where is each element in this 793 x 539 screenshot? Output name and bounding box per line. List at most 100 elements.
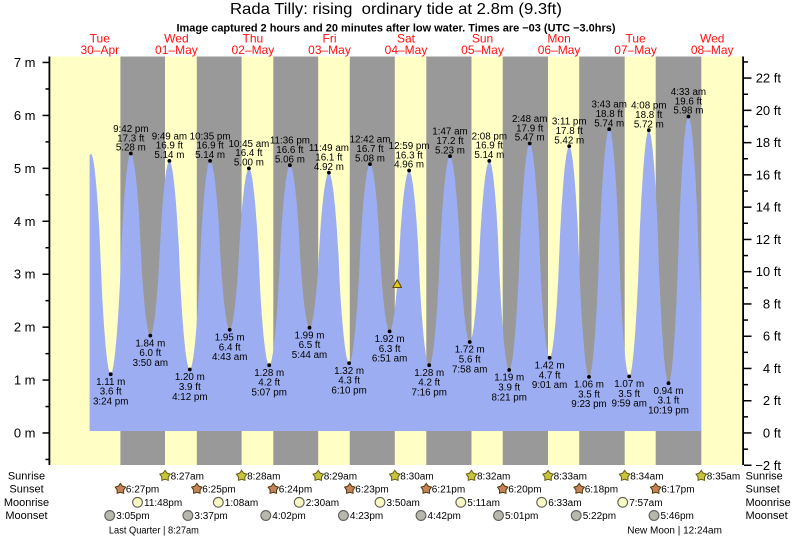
svg-text:Rada Tilly: rising ordinary t: Rada Tilly: rising ordinary tide at 2.8m… — [230, 1, 562, 18]
svg-text:8:29am: 8:29am — [324, 472, 357, 483]
svg-text:1.07 m: 1.07 m — [614, 379, 644, 390]
svg-text:5.74 m: 5.74 m — [594, 118, 624, 129]
svg-text:05–May: 05–May — [461, 43, 504, 57]
svg-text:04–May: 04–May — [385, 43, 428, 57]
svg-text:22 ft: 22 ft — [756, 71, 782, 86]
svg-text:11:48pm: 11:48pm — [144, 498, 182, 509]
svg-text:3:50am: 3:50am — [387, 498, 420, 509]
svg-text:Mon: Mon — [547, 31, 570, 45]
svg-text:16.1 ft: 16.1 ft — [315, 152, 343, 163]
svg-text:1.20 m: 1.20 m — [175, 372, 205, 383]
svg-text:4:43 am: 4:43 am — [212, 352, 247, 363]
svg-text:17.8 ft: 17.8 ft — [556, 126, 584, 137]
svg-text:5.14 m: 5.14 m — [195, 150, 225, 161]
svg-text:16.6 ft: 16.6 ft — [276, 145, 304, 156]
svg-text:1.92 m: 1.92 m — [375, 334, 405, 345]
svg-text:01–May: 01–May — [155, 43, 198, 57]
svg-text:5.47 m: 5.47 m — [515, 133, 545, 144]
svg-text:Moonset: Moonset — [5, 510, 47, 522]
svg-text:4.96 m: 4.96 m — [394, 160, 424, 171]
svg-text:5:07 pm: 5:07 pm — [251, 388, 286, 399]
svg-text:3.9 ft: 3.9 ft — [179, 382, 201, 393]
svg-text:Sunrise: Sunrise — [746, 471, 783, 483]
svg-text:6:18pm: 6:18pm — [585, 485, 618, 496]
svg-text:4.3 ft: 4.3 ft — [338, 376, 360, 387]
svg-text:30–Apr: 30–Apr — [80, 43, 119, 57]
svg-text:Image captured 2 hours and 20: Image captured 2 hours and 20 minutes af… — [177, 22, 616, 34]
svg-text:Tue: Tue — [90, 31, 111, 45]
svg-text:20 ft: 20 ft — [756, 103, 782, 118]
svg-text:Moonset: Moonset — [746, 510, 788, 522]
svg-text:16.7 ft: 16.7 ft — [356, 144, 384, 155]
svg-text:4:12 pm: 4:12 pm — [172, 392, 207, 403]
svg-text:16.9 ft: 16.9 ft — [476, 141, 504, 152]
svg-text:5.14 m: 5.14 m — [474, 150, 504, 161]
svg-text:Sat: Sat — [397, 31, 416, 45]
svg-text:0 ft: 0 ft — [763, 426, 781, 441]
svg-text:14 ft: 14 ft — [756, 200, 782, 215]
svg-text:6.3 ft: 6.3 ft — [379, 344, 401, 355]
svg-text:2:48 am: 2:48 am — [512, 114, 547, 125]
svg-text:4:42pm: 4:42pm — [428, 511, 461, 522]
svg-text:16.4 ft: 16.4 ft — [235, 148, 263, 159]
svg-text:1.11 m: 1.11 m — [96, 377, 125, 388]
svg-text:19.6 ft: 19.6 ft — [675, 96, 703, 107]
svg-text:1.72 m: 1.72 m — [455, 345, 485, 356]
svg-text:5.23 m: 5.23 m — [435, 145, 465, 156]
svg-text:9:23 pm: 9:23 pm — [571, 399, 606, 410]
svg-text:1:08am: 1:08am — [225, 498, 258, 509]
svg-text:3.6 ft: 3.6 ft — [100, 387, 122, 398]
svg-text:4:33 am: 4:33 am — [671, 87, 706, 98]
svg-text:6:23pm: 6:23pm — [355, 485, 388, 496]
svg-text:1.95 m: 1.95 m — [215, 333, 245, 344]
svg-text:1:47 am: 1:47 am — [432, 127, 467, 138]
svg-text:6:27pm: 6:27pm — [126, 485, 159, 496]
svg-text:3:37pm: 3:37pm — [194, 511, 227, 522]
svg-text:Tue: Tue — [625, 31, 646, 45]
svg-text:6:51 am: 6:51 am — [372, 354, 407, 365]
svg-text:9:59 am: 9:59 am — [611, 399, 646, 410]
svg-text:5.72 m: 5.72 m — [634, 119, 664, 130]
svg-text:18.8 ft: 18.8 ft — [596, 109, 624, 120]
svg-text:0 m: 0 m — [14, 426, 36, 441]
svg-text:06–May: 06–May — [538, 43, 581, 57]
svg-text:3:43 am: 3:43 am — [591, 100, 626, 111]
svg-text:3.5 ft: 3.5 ft — [618, 389, 640, 400]
svg-text:8:30am: 8:30am — [400, 472, 433, 483]
svg-text:17.2 ft: 17.2 ft — [436, 136, 464, 147]
svg-text:8:21 pm: 8:21 pm — [491, 392, 526, 403]
svg-text:5.08 m: 5.08 m — [355, 153, 385, 164]
svg-text:2 m: 2 m — [14, 320, 36, 335]
svg-text:11:36 pm: 11:36 pm — [270, 136, 310, 147]
svg-text:5.98 m: 5.98 m — [673, 106, 703, 117]
svg-text:8:32am: 8:32am — [477, 472, 510, 483]
svg-text:6 m: 6 m — [14, 108, 36, 123]
svg-text:5:46pm: 5:46pm — [661, 511, 694, 522]
svg-text:Thu: Thu — [243, 31, 264, 45]
svg-text:5:44 am: 5:44 am — [292, 350, 327, 361]
svg-text:5.06 m: 5.06 m — [275, 154, 305, 165]
svg-text:8:33am: 8:33am — [554, 472, 587, 483]
svg-text:12:59 pm: 12:59 pm — [389, 141, 430, 152]
svg-text:6.4 ft: 6.4 ft — [219, 342, 241, 353]
svg-text:5.00 m: 5.00 m — [234, 158, 264, 169]
svg-text:1.28 m: 1.28 m — [414, 368, 444, 379]
svg-text:6:24pm: 6:24pm — [279, 485, 312, 496]
svg-text:6:17pm: 6:17pm — [661, 485, 694, 496]
svg-text:12 ft: 12 ft — [756, 232, 782, 247]
svg-text:8:28am: 8:28am — [247, 472, 280, 483]
svg-text:3:05pm: 3:05pm — [116, 511, 149, 522]
svg-text:New Moon | 12:24am: New Moon | 12:24am — [627, 526, 722, 537]
svg-text:3:24 pm: 3:24 pm — [93, 397, 128, 408]
svg-text:6.5 ft: 6.5 ft — [299, 340, 321, 351]
svg-text:02–May: 02–May — [232, 43, 275, 57]
svg-text:5.14 m: 5.14 m — [154, 150, 184, 161]
svg-text:4:08 pm: 4:08 pm — [631, 101, 666, 112]
svg-text:Sunrise: Sunrise — [8, 471, 45, 483]
svg-text:8:34am: 8:34am — [630, 472, 663, 483]
svg-text:1.99 m: 1.99 m — [295, 330, 325, 341]
svg-text:18 ft: 18 ft — [756, 135, 782, 150]
svg-text:16.9 ft: 16.9 ft — [196, 141, 224, 152]
svg-text:Fri: Fri — [323, 31, 337, 45]
svg-text:5.6 ft: 5.6 ft — [459, 355, 481, 366]
